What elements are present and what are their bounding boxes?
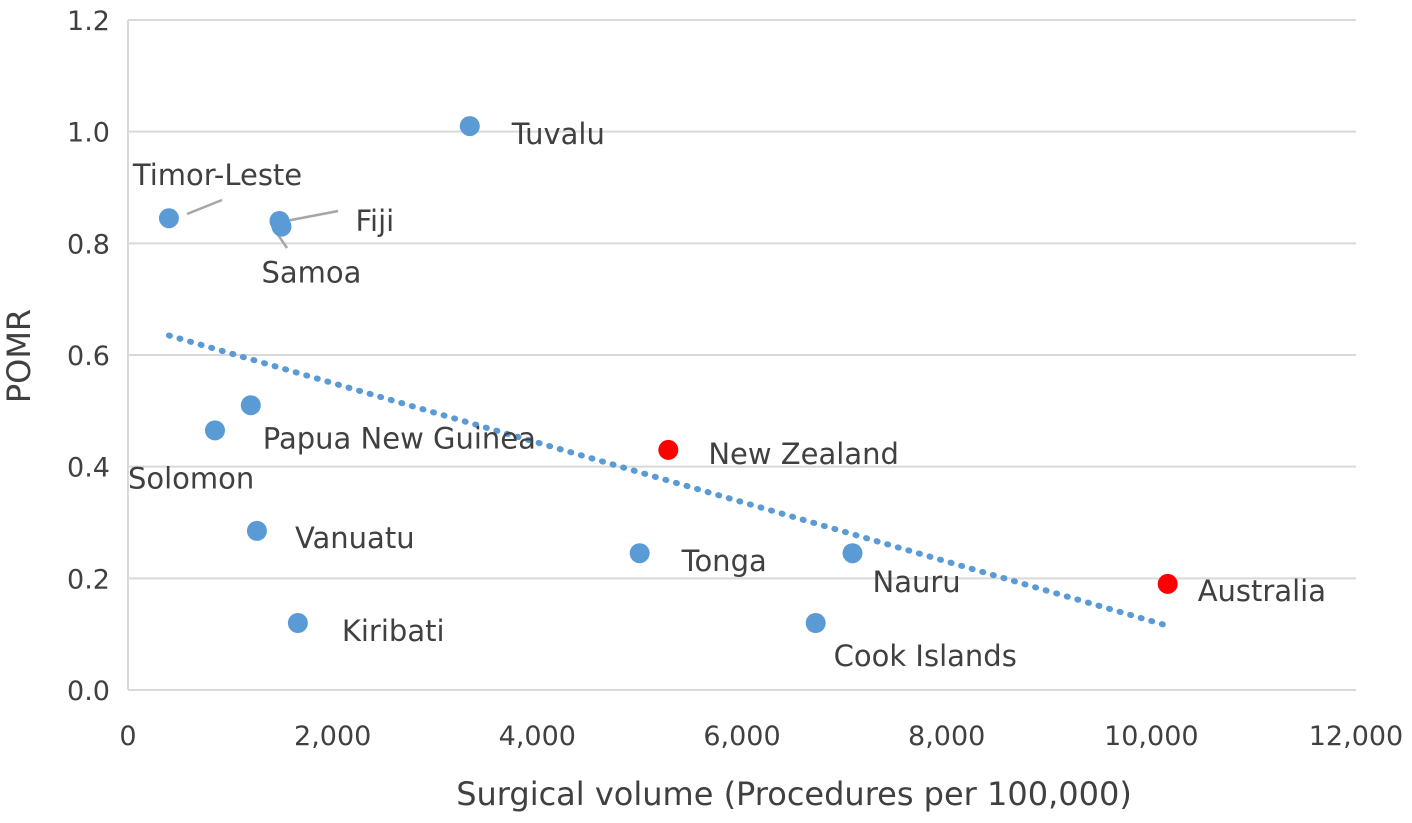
x-tick-label: 6,000 [703,721,780,752]
y-tick-label: 1.2 [67,6,110,37]
point-label: New Zealand [708,437,899,471]
point-label: Papua New Guinea [263,421,536,455]
y-tick-label: 0.4 [67,453,110,484]
x-tick-label: 8,000 [908,721,985,752]
point-label: Cook Islands [834,639,1017,673]
x-axis-title: Surgical volume (Procedures per 100,000) [456,775,1132,813]
point-cook-islands [805,613,826,633]
point-label: Tonga [681,544,767,578]
point-label: Vanuatu [295,521,415,555]
x-tick-label: 0 [119,721,136,752]
point-label: Samoa [262,256,362,290]
point-label: Nauru [873,565,961,599]
point-label: Australia [1198,574,1326,608]
x-tick-label: 2,000 [294,721,371,752]
trendline-layer [165,332,1171,629]
point-new-zealand [658,439,679,460]
y-tick-label: 0.6 [67,341,110,372]
y-tick-label: 1.0 [67,118,110,149]
point-timor-leste [158,208,179,229]
grid-lines [128,19,1356,580]
y-tick-label: 0.2 [67,564,110,595]
leader-lines [186,198,339,249]
point-papua-new-guinea [240,395,261,416]
x-tick-label: 12,000 [1309,721,1403,752]
data-points [158,116,1178,633]
point-australia [1157,573,1178,594]
point-tonga [629,543,650,564]
point-labels: Timor-Leste Fiji Samoa Tuvalu Papua New Guin… [128,117,1326,673]
point-vanuatu [246,520,267,541]
leader-line [186,198,223,216]
y-axis-title: POMR [0,309,38,403]
point-nauru [842,543,863,564]
point-kiribati [287,613,308,633]
x-tick-label: 10,000 [1104,721,1198,752]
axes: 0.0 0.2 0.4 0.6 0.8 1.0 1.2 0 2,000 4,000 6,000 8,0… [67,6,1403,752]
point-samoa [271,216,292,237]
point-label: Fiji [355,204,394,238]
leader-line [285,209,339,223]
point-label: Kiribati [342,614,445,648]
y-tick-label: 0.8 [67,229,110,260]
x-tick-label: 4,000 [499,721,576,752]
point-solomon [204,420,225,441]
point-label: Solomon [128,461,254,495]
trendline [165,332,1171,629]
point-label: Tuvalu [511,117,605,151]
point-label: Timor-Leste [132,158,302,192]
point-tuvalu [459,116,480,137]
y-tick-label: 0.0 [67,676,110,707]
